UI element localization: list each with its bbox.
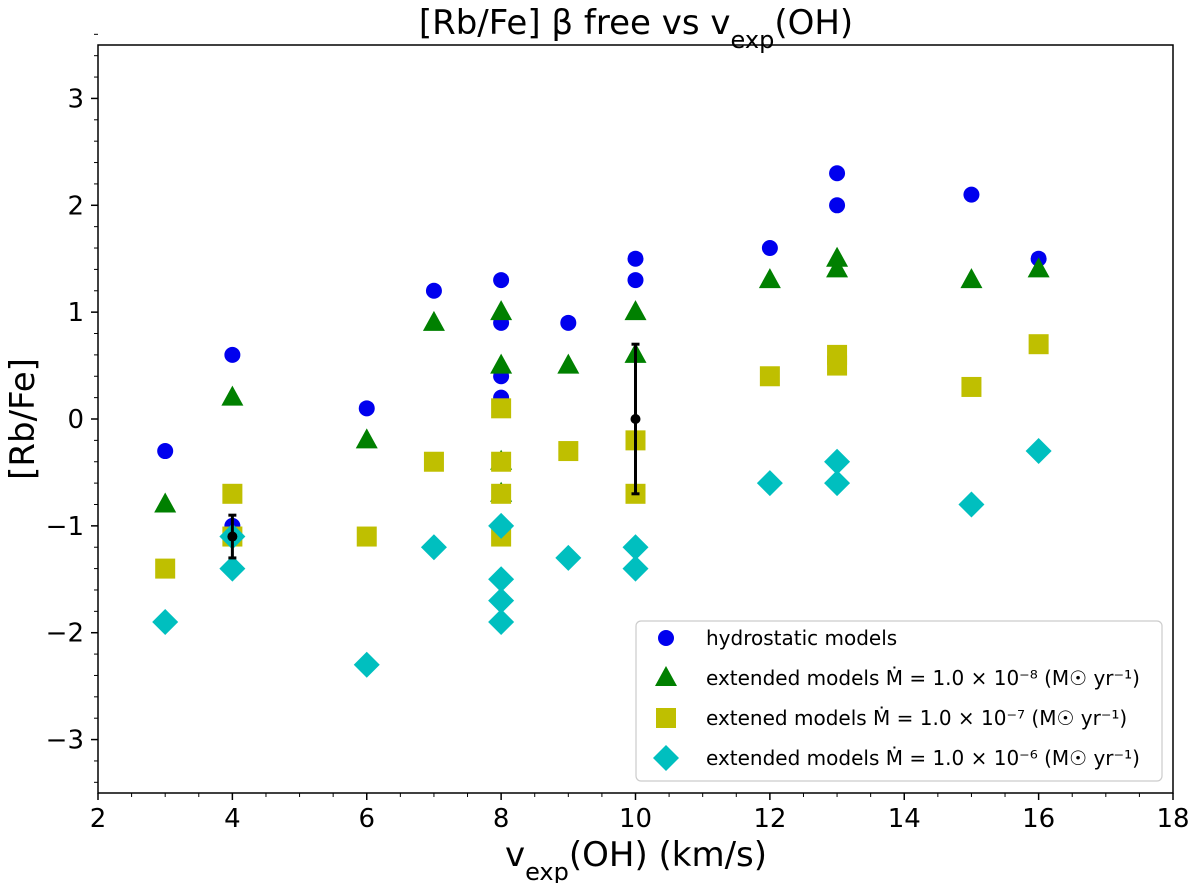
data-point-diamond — [353, 651, 380, 678]
data-point-circle — [627, 272, 644, 289]
y-tick-label: −2 — [46, 619, 84, 649]
x-tick-label: 8 — [493, 804, 510, 834]
data-point-triangle — [826, 246, 849, 267]
data-markers — [152, 165, 1052, 678]
data-point-diamond — [488, 609, 515, 636]
data-point-square — [759, 366, 780, 387]
legend-marker-triangle — [655, 666, 677, 686]
observed-point — [227, 531, 238, 542]
y-axis-label: [Rb/Fe] — [3, 358, 43, 480]
legend-label: hydrostatic models — [706, 626, 897, 650]
y-tick-label: 0 — [67, 405, 84, 435]
data-point-diamond — [152, 609, 179, 636]
data-point-circle — [761, 240, 778, 257]
data-point-triangle — [422, 310, 445, 331]
data-point-square — [491, 483, 512, 504]
data-point-triangle — [490, 353, 513, 374]
data-point-circle — [157, 443, 174, 460]
x-tick-label: 2 — [90, 804, 107, 834]
data-point-circle — [493, 272, 510, 289]
y-tick-label: −1 — [46, 512, 84, 542]
data-point-circle — [224, 346, 241, 363]
data-point-triangle — [758, 268, 781, 289]
data-point-triangle — [960, 268, 983, 289]
data-point-diamond — [622, 534, 649, 561]
data-point-square — [558, 441, 579, 462]
data-point-diamond — [756, 470, 783, 497]
data-point-diamond — [622, 555, 649, 582]
legend-box — [635, 620, 1163, 782]
legend-label: extended models Ṁ = 1.0 × 10⁻⁸ (M☉ yr⁻¹) — [706, 666, 1140, 690]
data-point-square — [423, 451, 444, 472]
data-point-diamond — [219, 555, 246, 582]
data-point-triangle — [826, 257, 849, 278]
data-point-triangle — [490, 300, 513, 321]
data-point-diamond — [555, 544, 582, 571]
x-tick-label: 12 — [753, 804, 786, 834]
data-point-square — [961, 376, 982, 397]
data-point-square — [491, 451, 512, 472]
data-point-circle — [425, 282, 442, 299]
legend-marker-square — [656, 708, 676, 728]
data-point-triangle — [557, 353, 580, 374]
x-tick-label: 10 — [619, 804, 652, 834]
data-point-circle — [829, 197, 846, 214]
y-tick-label: 1 — [67, 298, 84, 328]
legend: hydrostatic models extended models Ṁ = 1.… — [635, 620, 1163, 782]
data-point-diamond — [1025, 438, 1052, 465]
observed-point — [630, 414, 641, 424]
observed-errorbars — [227, 342, 641, 560]
y-tick-label: 3 — [67, 84, 84, 114]
data-point-circle — [829, 165, 846, 182]
data-point-diamond — [824, 470, 851, 497]
x-tick-label: 16 — [1022, 804, 1055, 834]
data-point-diamond — [958, 491, 985, 518]
legend-label: extened models Ṁ = 1.0 × 10⁻⁷ (M☉ yr⁻¹) — [706, 706, 1127, 730]
chart-title: [Rb/Fe] β free vs vexp(OH) — [419, 3, 853, 54]
data-point-square — [155, 558, 176, 579]
data-point-square — [356, 526, 377, 547]
legend-marker-circle — [658, 630, 674, 646]
data-point-circle — [358, 400, 375, 417]
legend-marker-diamond — [653, 745, 679, 771]
x-tick-label: 14 — [888, 804, 921, 834]
data-point-square — [491, 398, 512, 419]
data-point-triangle — [154, 492, 177, 513]
data-point-circle — [963, 186, 980, 203]
data-point-diamond — [488, 512, 515, 539]
data-point-circle — [560, 314, 577, 331]
data-point-square — [222, 483, 243, 504]
data-point-square — [827, 355, 848, 376]
x-tick-label: 6 — [358, 804, 375, 834]
y-tick-label: 2 — [67, 191, 84, 221]
data-point-diamond — [420, 534, 447, 561]
x-tick-label: 18 — [1156, 804, 1189, 834]
data-point-triangle — [355, 428, 378, 449]
x-tick-label: 4 — [224, 804, 241, 834]
y-tick-label: −3 — [46, 726, 84, 756]
data-point-diamond — [824, 448, 851, 475]
data-point-triangle — [1027, 257, 1050, 278]
x-axis-label: vexp(OH) (km/s) — [505, 835, 767, 883]
data-point-diamond — [488, 587, 515, 614]
data-point-square — [1028, 334, 1049, 355]
legend-label: extended models Ṁ = 1.0 × 10⁻⁶ (M☉ yr⁻¹) — [706, 746, 1140, 770]
data-point-diamond — [488, 566, 515, 593]
data-point-circle — [627, 250, 644, 267]
data-point-triangle — [624, 300, 647, 321]
data-point-triangle — [221, 385, 244, 406]
